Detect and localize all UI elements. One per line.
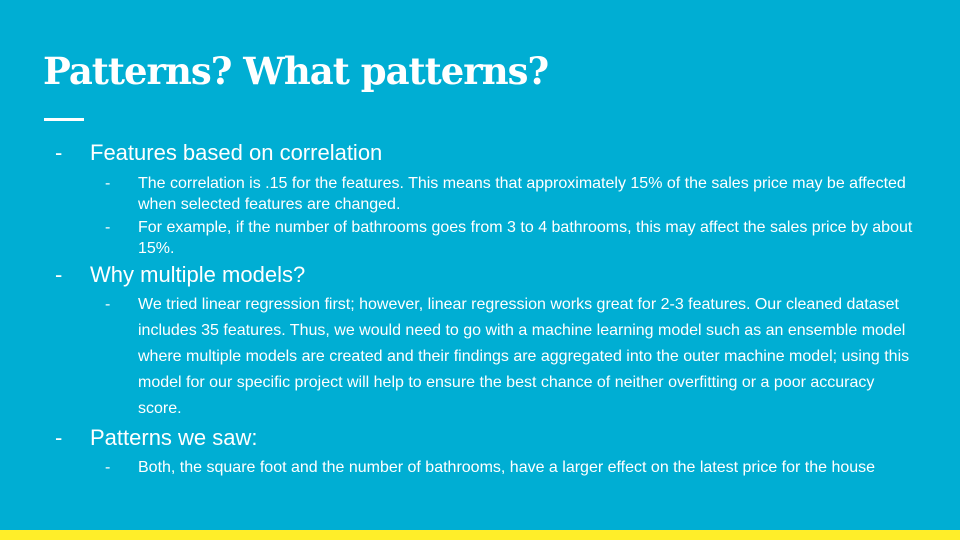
- sub-bullet-correlation-value: - The correlation is .15 for the feature…: [105, 173, 917, 215]
- bullet-why-multiple-models: - Why multiple models?: [55, 261, 915, 289]
- sub-bullet-linear-regression: - We tried linear regression first; howe…: [105, 292, 917, 422]
- title-underline: [44, 118, 84, 121]
- sub-bullet-text: We tried linear regression first; howeve…: [138, 296, 910, 417]
- bullet-marker: -: [55, 140, 63, 165]
- sub-bullet-marker: -: [105, 296, 111, 313]
- bullet-heading: Features based on correlation: [90, 140, 383, 165]
- sub-bullet-square-foot-effect: - Both, the square foot and the number o…: [105, 455, 917, 481]
- bullet-marker: -: [55, 262, 63, 287]
- bullet-heading: Patterns we saw:: [90, 425, 258, 450]
- sub-bullet-text: For example, if the number of bathrooms …: [138, 219, 913, 257]
- bullet-marker: -: [55, 425, 63, 450]
- sub-bullet-text: The correlation is .15 for the features.…: [138, 175, 906, 213]
- sub-bullet-text: Both, the square foot and the number of …: [138, 459, 876, 476]
- sub-bullet-marker: -: [105, 175, 111, 192]
- bullet-features-based-on-correlation: - Features based on correlation: [55, 139, 915, 167]
- sub-bullet-bathrooms-example: - For example, if the number of bathroom…: [105, 217, 917, 259]
- sub-bullet-marker: -: [105, 459, 111, 476]
- slide-title: Patterns? What patterns?: [43, 49, 549, 93]
- bullet-patterns-we-saw: - Patterns we saw:: [55, 424, 915, 452]
- bottom-accent-bar: [0, 530, 960, 540]
- sub-bullet-marker: -: [105, 219, 111, 236]
- bullet-heading: Why multiple models?: [90, 262, 306, 287]
